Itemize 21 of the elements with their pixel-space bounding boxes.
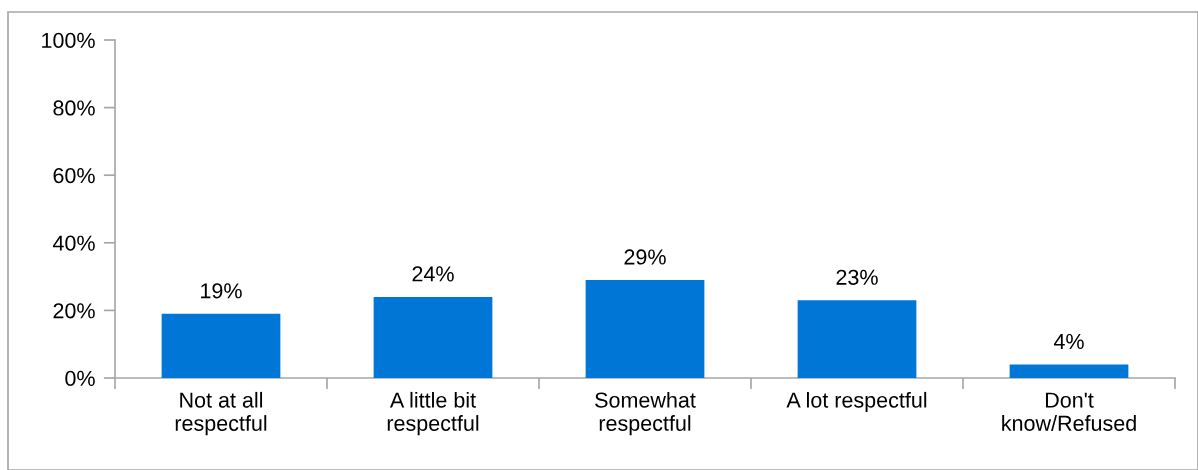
y-tick-label: 100% bbox=[42, 32, 95, 49]
x-tick-label: Somewhat respectful bbox=[595, 391, 696, 436]
bar bbox=[373, 296, 493, 378]
x-tick-label: A little bit respectful bbox=[387, 391, 479, 436]
bar bbox=[797, 300, 917, 378]
x-tick-label: Don't know/Refused bbox=[1002, 392, 1136, 431]
x-tick-label: A lot respectful bbox=[786, 391, 927, 412]
data-label: 23% bbox=[836, 269, 878, 285]
bar bbox=[161, 313, 281, 378]
data-label: 4% bbox=[1053, 333, 1084, 350]
bar bbox=[585, 279, 705, 378]
data-label: 19% bbox=[201, 283, 242, 299]
y-tick-label: 0% bbox=[65, 370, 95, 387]
y-tick-label: 80% bbox=[53, 100, 95, 116]
bar bbox=[1009, 364, 1129, 378]
data-label: 29% bbox=[624, 249, 666, 265]
y-tick-label: 40% bbox=[52, 235, 95, 251]
y-tick-label: 60% bbox=[53, 167, 95, 184]
data-label: 24% bbox=[412, 266, 454, 282]
x-tick-label: Not at all respectful bbox=[175, 391, 267, 436]
y-tick-label: 20% bbox=[53, 303, 95, 319]
